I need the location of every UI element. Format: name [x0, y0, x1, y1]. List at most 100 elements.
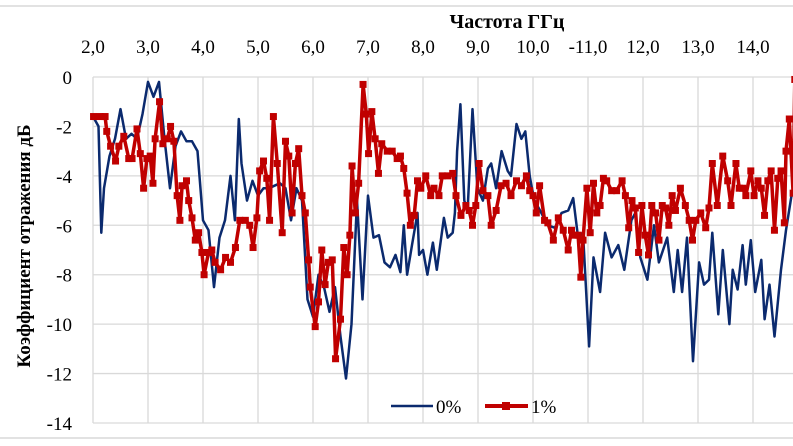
data-point-marker	[747, 167, 755, 175]
x-tick-label: 12,0	[626, 37, 659, 58]
data-point-marker	[536, 182, 544, 190]
data-point-marker	[362, 110, 370, 118]
data-point-marker	[596, 202, 604, 210]
data-point-marker	[472, 202, 480, 210]
data-point-marker	[378, 140, 386, 148]
data-point-marker	[200, 271, 208, 279]
data-point-marker	[183, 177, 190, 185]
x-tick-labels: 2,0 3,0 4,0 5,0 6,0 7,0 8,0 9,0 10,0 -11,0 12,0 13,…	[81, 37, 793, 58]
data-point-marker	[621, 192, 629, 200]
data-point-marker	[487, 221, 495, 229]
data-point-marker	[321, 281, 329, 289]
data-point-marker	[705, 204, 713, 212]
data-point-marker	[348, 162, 356, 170]
data-point-marker	[146, 152, 154, 160]
data-point-marker	[115, 142, 123, 150]
data-point-marker	[231, 244, 239, 252]
x-tick-label: 14,0	[736, 37, 769, 58]
data-point-marker	[789, 189, 793, 197]
data-point-marker	[383, 147, 391, 155]
x-tick-label: 4,0	[191, 37, 215, 58]
data-point-marker	[156, 98, 164, 106]
data-point-marker	[396, 152, 404, 160]
data-point-marker	[414, 177, 421, 185]
x-tick-label: 5,0	[246, 37, 270, 58]
data-point-marker	[101, 113, 109, 121]
x-tick-label: 6,0	[301, 37, 325, 58]
data-point-marker	[517, 182, 525, 190]
data-point-marker	[191, 236, 199, 244]
data-point-marker	[469, 221, 476, 229]
data-point-marker	[444, 172, 452, 180]
data-point-marker	[767, 167, 775, 175]
data-point-marker	[256, 167, 264, 175]
data-point-marker	[410, 211, 418, 219]
data-point-marker	[359, 80, 367, 88]
data-point-marker	[648, 202, 656, 210]
data-point-marker	[608, 187, 616, 195]
data-point-marker	[365, 150, 373, 158]
data-point-marker	[777, 167, 785, 175]
data-point-marker	[479, 187, 487, 195]
data-point-marker	[526, 187, 534, 195]
legend-label-1: 1%	[531, 397, 557, 418]
data-point-marker	[346, 231, 354, 239]
y-tick-label: -12	[47, 365, 72, 386]
data-point-marker	[529, 192, 537, 200]
data-point-marker	[403, 189, 411, 197]
gridlines	[92, 76, 793, 424]
data-point-marker	[263, 174, 271, 182]
data-point-marker	[475, 160, 483, 167]
data-point-marker	[635, 248, 643, 256]
series-line	[93, 82, 793, 361]
data-point-marker	[435, 192, 443, 200]
data-point-marker	[507, 192, 515, 200]
data-point-marker	[371, 135, 379, 143]
y-tick-label: -2	[56, 117, 72, 138]
x-tick-label: 15,0	[791, 37, 793, 58]
data-point-marker	[732, 160, 740, 167]
data-point-marker	[112, 157, 120, 165]
data-point-marker	[176, 216, 184, 224]
data-point-marker	[754, 177, 762, 185]
data-point-marker	[149, 179, 157, 187]
data-point-marker	[452, 192, 460, 200]
x-tick-label: -11,0	[569, 37, 608, 58]
data-point-marker	[574, 231, 582, 239]
data-point-marker	[427, 192, 435, 200]
data-point-marker	[417, 184, 425, 192]
data-point-marker	[211, 258, 219, 266]
data-point-marker	[173, 192, 181, 200]
y-tick-label: -14	[47, 414, 73, 435]
data-point-marker	[195, 229, 203, 237]
legend-marker-1	[502, 402, 510, 410]
data-point-marker	[340, 244, 348, 252]
data-point-marker	[120, 132, 128, 140]
x-tick-label: 3,0	[136, 37, 160, 58]
data-point-marker	[564, 246, 572, 254]
data-point-marker	[324, 258, 332, 266]
data-point-marker	[780, 219, 788, 227]
data-point-marker	[301, 209, 309, 217]
data-point-marker	[374, 169, 382, 177]
data-point-marker	[697, 209, 705, 217]
data-point-marker	[282, 137, 289, 145]
data-point-marker	[497, 182, 505, 190]
data-point-marker	[315, 298, 322, 306]
data-point-marker	[328, 256, 336, 264]
data-point-marker	[662, 204, 670, 212]
data-point-marker	[269, 113, 277, 121]
data-point-marker	[625, 224, 633, 232]
data-point-marker	[178, 182, 186, 190]
data-point-marker	[163, 135, 171, 143]
data-point-marker	[170, 137, 178, 145]
data-point-marker	[355, 179, 363, 187]
data-point-marker	[457, 211, 465, 219]
data-point-marker	[652, 209, 660, 217]
y-tick-label: -6	[56, 216, 72, 237]
y-tick-labels: 0 -2 -4 -6 -8 -10 -12 -14	[47, 68, 73, 435]
data-point-marker	[236, 216, 244, 224]
data-point-marker	[618, 177, 626, 185]
data-point-marker	[343, 271, 351, 279]
